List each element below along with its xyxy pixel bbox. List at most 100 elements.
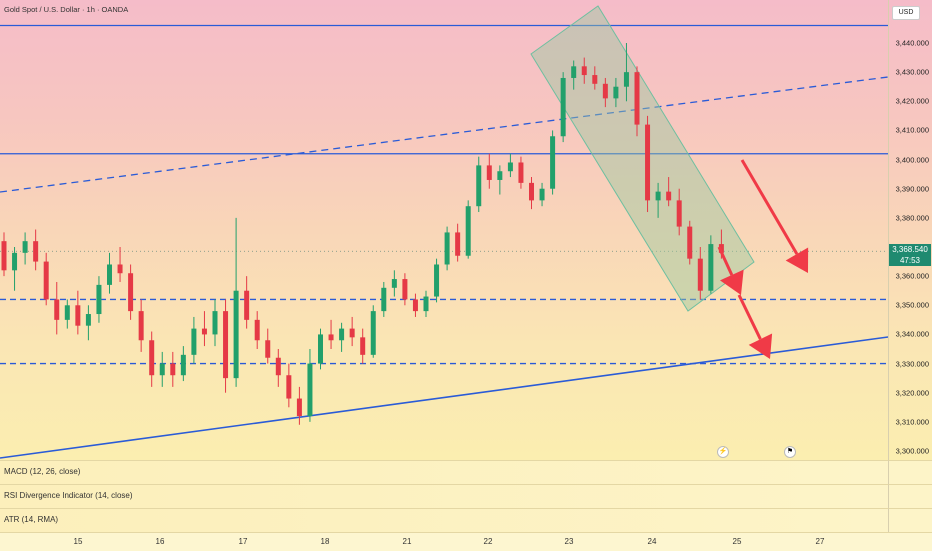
down-arrow-head [748, 333, 773, 359]
price-axis-label: 3,400.000 [895, 155, 929, 165]
candle-body [444, 232, 450, 265]
price-chart[interactable] [0, 0, 888, 460]
candle-body [275, 357, 281, 376]
last-price-tag: 3,368.540 47:53 [889, 244, 931, 266]
candle-body [254, 319, 260, 341]
price-axis-label: 3,320.000 [895, 388, 929, 398]
candle-body [529, 182, 534, 201]
candle-body [697, 258, 703, 291]
price-axis[interactable]: 3,300.000 3,310.000 3,320.000 3,330.000 3,34… [888, 0, 932, 460]
date-label: 24 [647, 537, 657, 546]
candle-body [497, 171, 503, 180]
candle-body [592, 75, 598, 84]
date-label: 17 [238, 537, 248, 546]
candle-body [560, 77, 566, 137]
candle-body [518, 162, 524, 183]
candle-body [423, 296, 429, 312]
candle-body [613, 86, 619, 99]
chart-pane[interactable]: Gold Spot / U.S. Dollar · 1h · OANDA 3,3… [0, 0, 932, 460]
price-axis-label: 3,420.000 [895, 96, 929, 106]
candle-body [645, 124, 651, 201]
candle-body [96, 284, 102, 315]
candle-body [180, 354, 186, 376]
candle-body [265, 340, 271, 358]
candle-body [465, 206, 471, 256]
candle-body [581, 66, 587, 76]
down-arrow-head [720, 269, 744, 295]
atr-label: ATR (14, RMA) [4, 515, 59, 524]
candle-body [539, 188, 545, 201]
rising-trend-line [0, 336, 888, 459]
candle-body [349, 328, 355, 338]
rsi-pane[interactable]: RSI Divergence Indicator (14, close) [0, 484, 888, 509]
time-axis[interactable]: 15 16 17 18 21 22 23 24 25 27 [0, 532, 932, 551]
price-axis-label: 3,410.000 [895, 125, 929, 135]
price-axis-label: 3,360.000 [895, 271, 929, 281]
candle-body [571, 66, 577, 78]
candle-body [455, 232, 461, 256]
candle-body [708, 244, 714, 291]
candle-body [75, 305, 81, 326]
atr-pane[interactable]: ATR (14, RMA) [0, 508, 888, 533]
down-arrow-head [785, 247, 809, 273]
price-axis-label: 3,440.000 [895, 38, 929, 48]
price-axis-label: 3,380.000 [895, 213, 929, 223]
flash-event-icon[interactable]: ⚡ [717, 446, 729, 458]
candle-body [370, 311, 376, 355]
candle-body [360, 337, 366, 355]
date-label: 22 [483, 537, 493, 546]
candle-body [339, 328, 345, 341]
candle-body [381, 287, 387, 312]
macd-pane[interactable]: MACD (12, 26, close) [0, 460, 888, 485]
plot-area[interactable] [0, 0, 888, 460]
date-label: 27 [815, 537, 825, 546]
rsi-axis [888, 484, 932, 509]
date-label: 18 [320, 537, 330, 546]
macd-label: MACD (12, 26, close) [4, 467, 81, 476]
candle-body [128, 273, 134, 312]
dashed-trend-line [0, 76, 888, 193]
candle-body [434, 264, 440, 297]
candle-body [64, 305, 70, 320]
candle-body [223, 311, 229, 379]
date-label: 15 [73, 537, 83, 546]
price-axis-label: 3,340.000 [895, 329, 929, 339]
down-arrow-shaft [737, 294, 762, 340]
candle-body [33, 241, 39, 262]
descending-channel [530, 5, 755, 312]
down-arrow-shaft [717, 246, 734, 276]
price-axis-label: 3,330.000 [895, 359, 929, 369]
candle-body [328, 334, 334, 341]
last-price: 3,368.540 [892, 245, 928, 254]
candle-body [170, 363, 176, 376]
candle-body [54, 299, 60, 320]
candle-body [318, 334, 323, 364]
candle-body [676, 200, 682, 227]
candle-body [602, 83, 608, 99]
date-label: 25 [732, 537, 742, 546]
price-axis-label: 3,430.000 [895, 67, 929, 77]
currency-button[interactable]: USD [892, 6, 920, 20]
rsi-label: RSI Divergence Indicator (14, close) [4, 491, 133, 500]
price-axis-label: 3,300.000 [895, 446, 929, 456]
price-axis-label: 3,310.000 [895, 417, 929, 427]
candle-body [201, 328, 207, 335]
date-label: 23 [564, 537, 574, 546]
candle-body [107, 264, 112, 285]
candle-body [117, 264, 123, 274]
candle-body [634, 72, 640, 125]
candle-body [1, 241, 7, 271]
candle-body [507, 162, 513, 172]
candle-body [666, 191, 672, 201]
us-flag-event-icon[interactable]: ⚑ [784, 446, 796, 458]
candle-body [718, 244, 724, 253]
candle-body [244, 290, 250, 320]
candle-body [476, 165, 482, 207]
date-label: 16 [155, 537, 165, 546]
macd-axis [888, 460, 932, 485]
candle-body [687, 226, 693, 259]
candle-body [233, 290, 239, 379]
candle-body [191, 328, 197, 355]
candle-body [138, 311, 144, 341]
candle-body [296, 398, 302, 417]
